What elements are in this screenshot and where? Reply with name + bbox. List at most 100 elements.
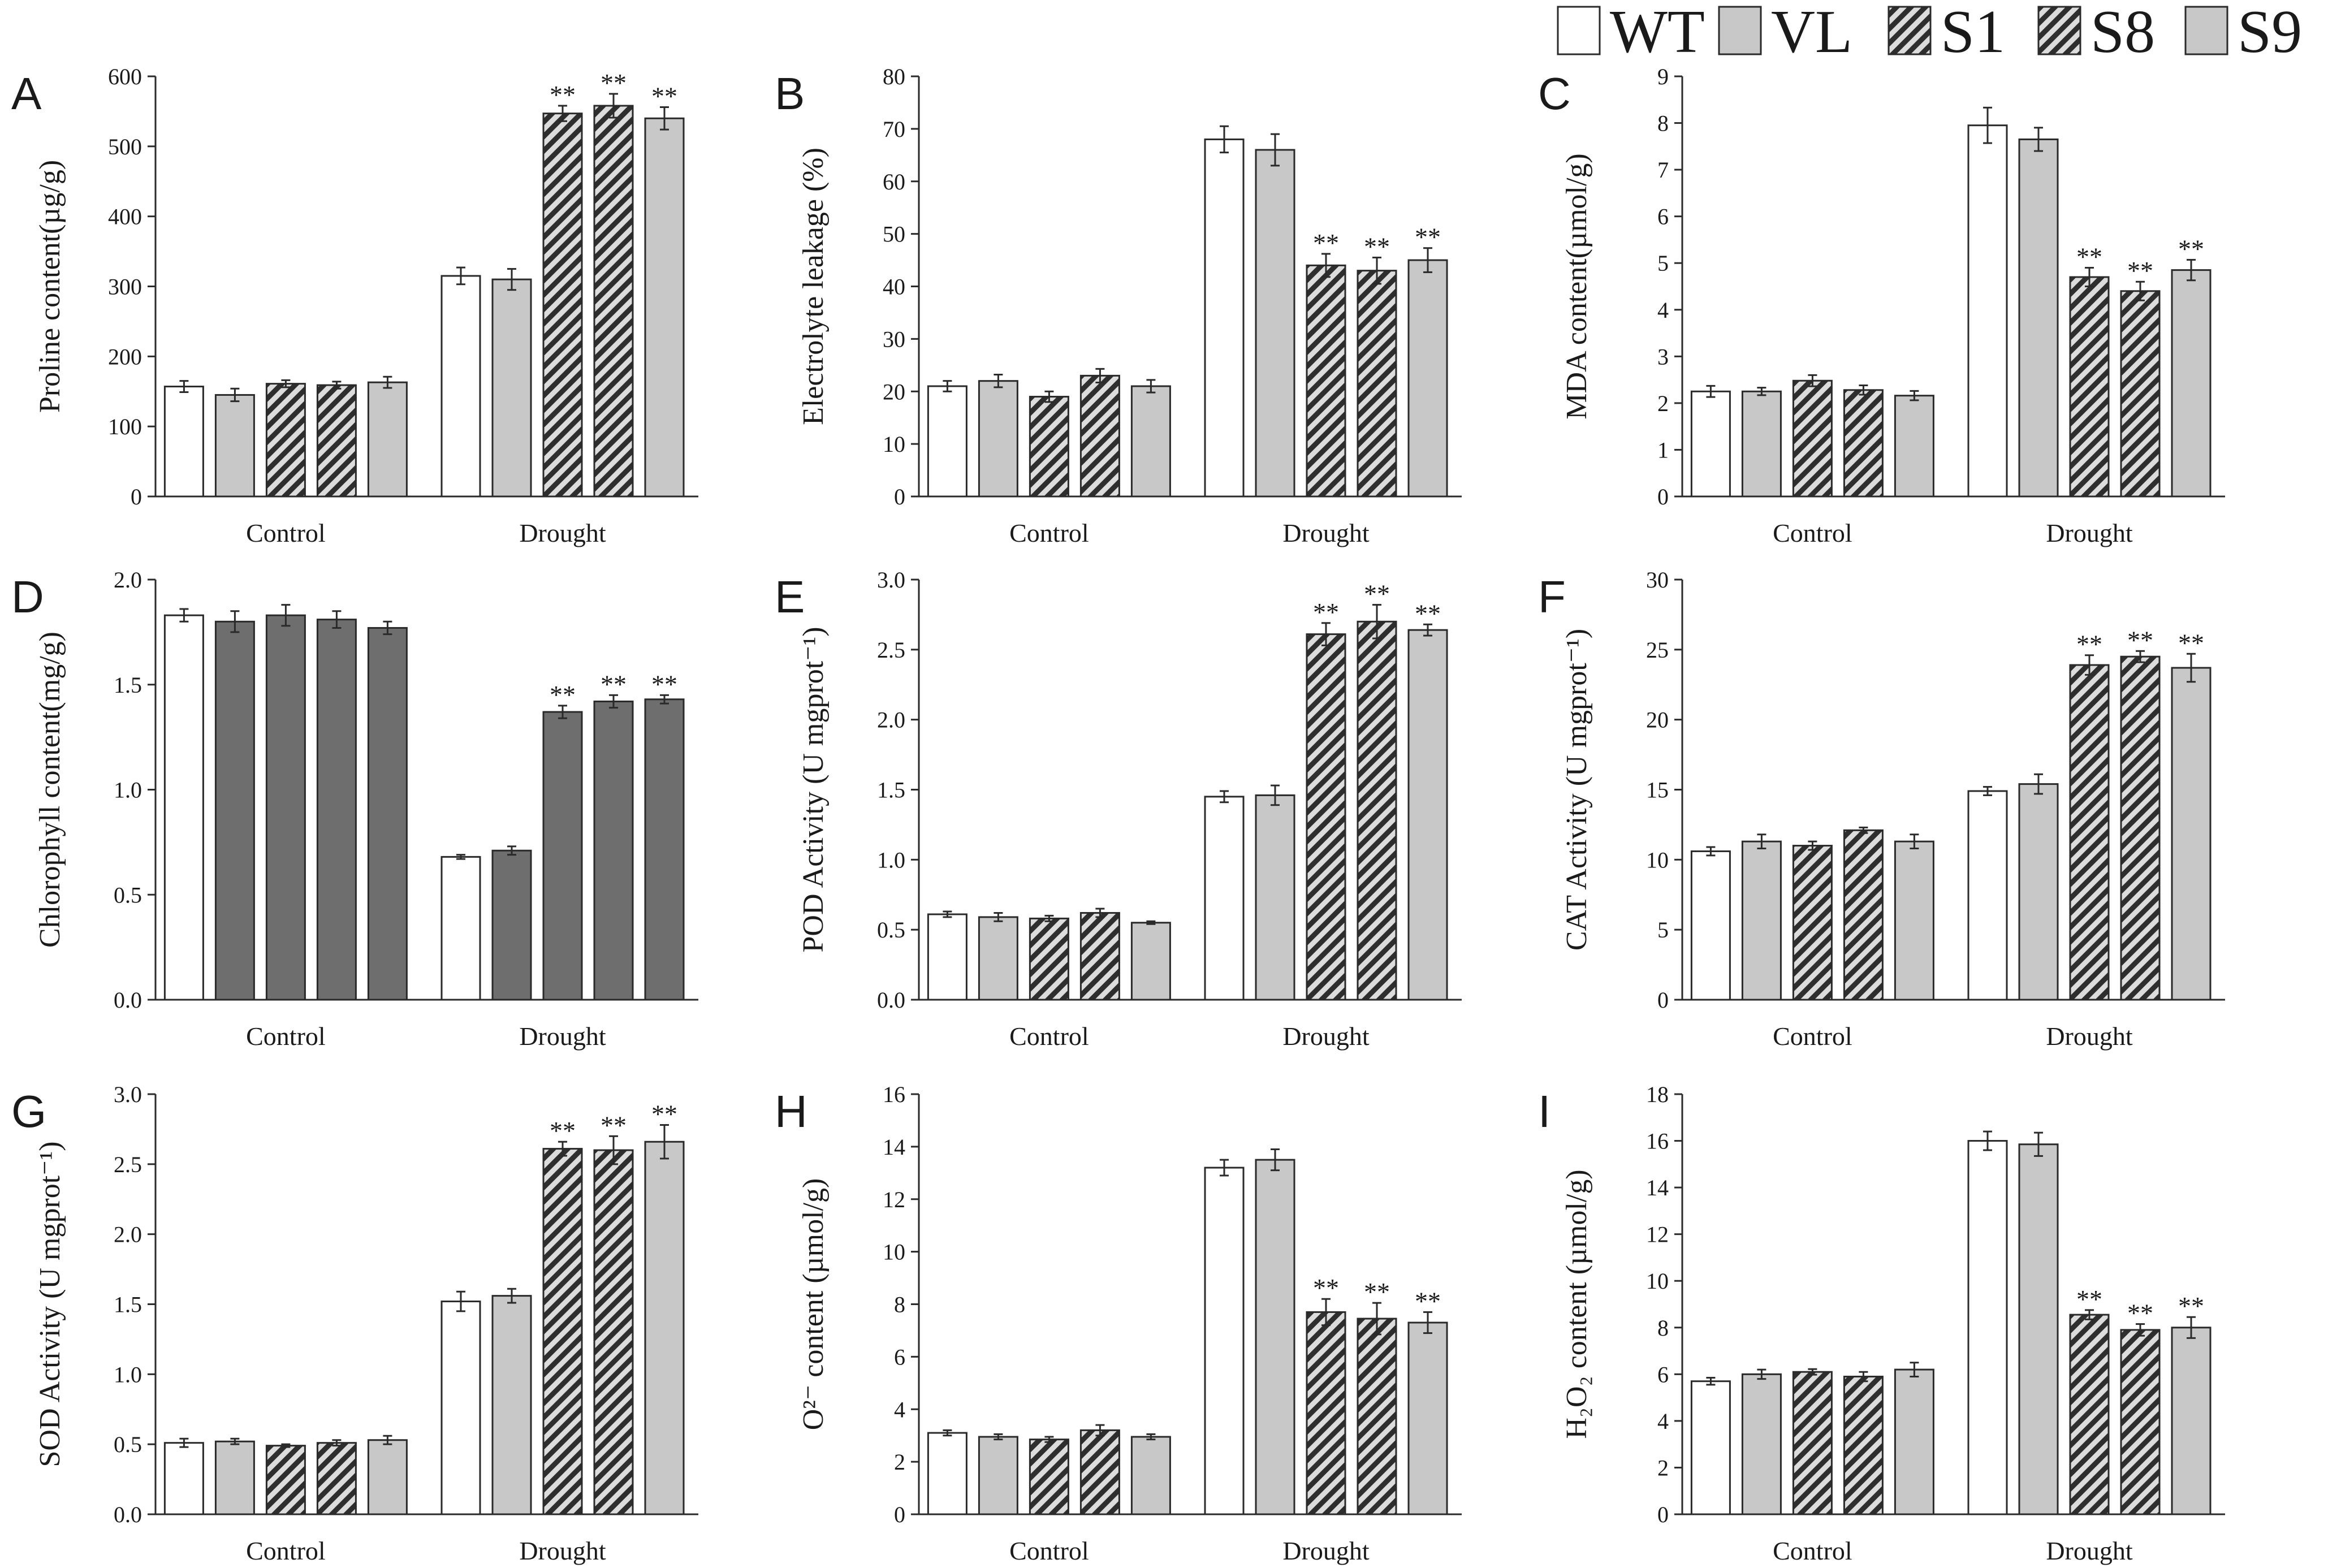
bar-s8-control <box>1843 1375 1884 1515</box>
bar-s8-drought <box>593 700 634 1001</box>
significance-mark: ** <box>2076 1285 2102 1314</box>
y-tick-label: 16 <box>1646 1129 1669 1154</box>
bar-wt-drought <box>440 856 481 1001</box>
legend-swatch <box>2184 6 2228 55</box>
y-tick-label: 12 <box>883 1187 905 1212</box>
y-axis-title: POD Activity (U mgprot⁻¹) <box>797 627 830 952</box>
legend: WT VL S1 S8 S9 <box>1557 0 2302 66</box>
category-label-drought: Drought <box>519 519 606 547</box>
bar-s8-control <box>316 384 357 498</box>
bar-s9-control <box>1130 922 1171 1001</box>
significance-mark: ** <box>1415 223 1441 252</box>
bar-vl-control <box>978 380 1018 498</box>
y-tick-label: 0.5 <box>114 1432 142 1457</box>
y-tick-label: 1.0 <box>114 777 142 803</box>
bar-s1-control <box>265 383 306 498</box>
y-tick-label: 2.5 <box>877 637 905 663</box>
bar-s9-drought <box>644 1141 685 1515</box>
y-tick-label: 8 <box>894 1292 905 1318</box>
bar-s1-drought <box>542 113 583 498</box>
significance-mark: ** <box>550 1116 576 1145</box>
y-tick-label: 8 <box>1657 1315 1669 1341</box>
bar-s9-drought <box>1407 629 1448 1001</box>
bar-vl-drought <box>2018 783 2059 1001</box>
panel-g: 0.0 0.5 1.0 1.5 2.0 2.5 3.0 SOD Activity (U mgp… <box>11 1082 698 1565</box>
bar-s1-drought <box>2069 1314 2110 1515</box>
panel-letter: G <box>11 1086 46 1137</box>
bar-s9-control <box>1130 385 1171 498</box>
bar-s9-drought <box>2171 667 2212 1001</box>
bar-wt-drought <box>1204 1167 1245 1515</box>
bar-wt-control <box>927 1432 968 1515</box>
panel-letter: C <box>1538 68 1571 119</box>
bar-s9-control <box>367 627 408 1001</box>
legend-item-s9: S9 <box>2184 0 2302 66</box>
bar-vl-control <box>1741 390 1782 498</box>
y-tick-label: 4 <box>1657 297 1669 323</box>
category-label-control: Control <box>1773 519 1852 547</box>
bar-s8-drought <box>2120 290 2161 498</box>
panel-letter: B <box>775 68 805 119</box>
bar-s8-drought <box>1357 1318 1397 1515</box>
y-tick-label: 600 <box>108 64 142 89</box>
bar-vl-drought <box>2018 1143 2059 1515</box>
y-tick-label: 0 <box>1657 987 1669 1013</box>
bar-s1-drought <box>1306 1311 1346 1515</box>
bar-s1-drought <box>1306 633 1346 1001</box>
y-tick-label: 15 <box>1646 777 1669 803</box>
y-tick-label: 70 <box>883 116 905 142</box>
y-tick-label: 10 <box>1646 1268 1669 1294</box>
y-tick-label: 14 <box>1646 1175 1669 1200</box>
y-tick-label: 3.0 <box>877 567 905 593</box>
y-tick-label: 1.5 <box>114 672 142 698</box>
bar-s8-control <box>1843 389 1884 498</box>
bar-wt-control <box>927 385 968 498</box>
significance-mark: ** <box>601 669 627 698</box>
y-tick-label: 6 <box>894 1344 905 1370</box>
significance-mark: ** <box>1415 1286 1441 1315</box>
legend-label: S1 <box>1941 0 2005 66</box>
category-label-control: Control <box>1773 1536 1852 1565</box>
y-tick-label: 2 <box>894 1449 905 1475</box>
y-tick-label: 0 <box>131 484 142 509</box>
bar-s1-drought <box>1306 264 1346 498</box>
bar-s8-drought <box>1357 270 1397 498</box>
y-tick-label: 18 <box>1646 1082 1669 1107</box>
category-label-control: Control <box>246 519 326 547</box>
bar-s8-control <box>1843 829 1884 1001</box>
significance-mark: ** <box>2178 234 2204 263</box>
y-tick-label: 0 <box>894 1502 905 1527</box>
bar-s9-drought <box>644 117 685 498</box>
bar-s9-drought <box>2171 269 2212 498</box>
bar-wt-drought <box>440 1301 481 1515</box>
y-axis-title: CAT Activity (U mgprot⁻¹) <box>1561 629 1593 951</box>
panel-letter: E <box>775 572 805 622</box>
bar-wt-drought <box>1204 138 1245 498</box>
significance-mark: ** <box>550 680 576 709</box>
y-tick-label: 12 <box>1646 1222 1669 1247</box>
bar-s9-drought <box>1407 1321 1448 1515</box>
bar-s1-drought <box>542 1148 583 1515</box>
category-label-control: Control <box>1009 1022 1089 1051</box>
bar-s8-control <box>1079 1429 1120 1515</box>
bar-s9-control <box>367 381 408 498</box>
y-axis-title: H₂O₂ content (µmol/g) <box>1561 1169 1593 1439</box>
bar-s8-control <box>1079 912 1120 1001</box>
significance-mark: ** <box>1415 599 1441 628</box>
panel-letter: A <box>11 68 42 119</box>
legend-label: WT <box>1610 0 1705 66</box>
y-axis-title: Chlorophyll content(mg/g) <box>34 632 66 948</box>
panel-f: 0 5 10 15 20 25 30 CAT Activity (U mgprot⁻¹) F Co… <box>1538 567 2225 1051</box>
bar-s8-control <box>316 1442 357 1515</box>
bar-vl-control <box>978 916 1018 1001</box>
y-tick-label: 4 <box>894 1397 905 1422</box>
category-label-drought: Drought <box>2046 1536 2133 1565</box>
bar-vl-control <box>1741 1373 1782 1515</box>
bar-vl-control <box>214 620 255 1001</box>
bar-wt-drought <box>1967 124 2008 498</box>
y-tick-label: 3.0 <box>114 1082 142 1107</box>
category-label-drought: Drought <box>519 1022 606 1051</box>
y-tick-label: 6 <box>1657 204 1669 230</box>
y-tick-label: 6 <box>1657 1362 1669 1387</box>
bar-s9-control <box>1894 1368 1934 1515</box>
